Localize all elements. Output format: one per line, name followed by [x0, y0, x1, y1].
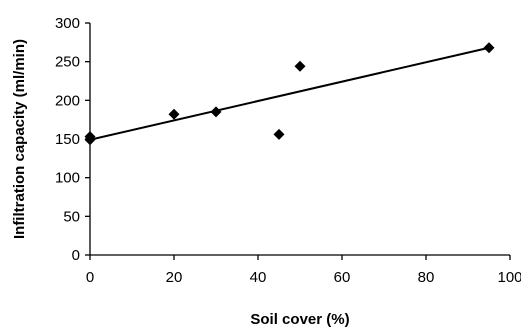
y-tick-label: 50	[63, 208, 80, 225]
y-axis-title: Infiltration capacity (ml/min)	[11, 39, 28, 239]
x-axis-title: Soil cover (%)	[250, 311, 349, 328]
y-tick-label: 0	[72, 247, 80, 264]
x-tick-label: 0	[86, 269, 94, 286]
y-tick-label: 100	[55, 170, 80, 187]
data-point	[210, 106, 222, 118]
y-tick-label: 150	[55, 131, 80, 148]
data-point	[294, 60, 306, 72]
y-ticks: 0 50 100 150 200 250 300	[55, 15, 90, 264]
x-tick-label: 40	[250, 269, 267, 286]
y-tick-label: 200	[55, 92, 80, 109]
x-tick-label: 100	[497, 269, 521, 286]
trend-line	[89, 46, 490, 141]
data-points	[84, 42, 495, 146]
x-tick-label: 20	[166, 269, 183, 286]
x-tick-label: 60	[334, 269, 351, 286]
data-point	[273, 128, 285, 140]
data-point	[84, 134, 96, 146]
x-ticks: 0 20 40 60 80 100	[86, 255, 521, 286]
data-point	[168, 108, 180, 120]
data-point	[483, 42, 495, 54]
y-tick-label: 250	[55, 54, 80, 71]
y-tick-label: 300	[55, 15, 80, 32]
x-tick-label: 80	[418, 269, 435, 286]
